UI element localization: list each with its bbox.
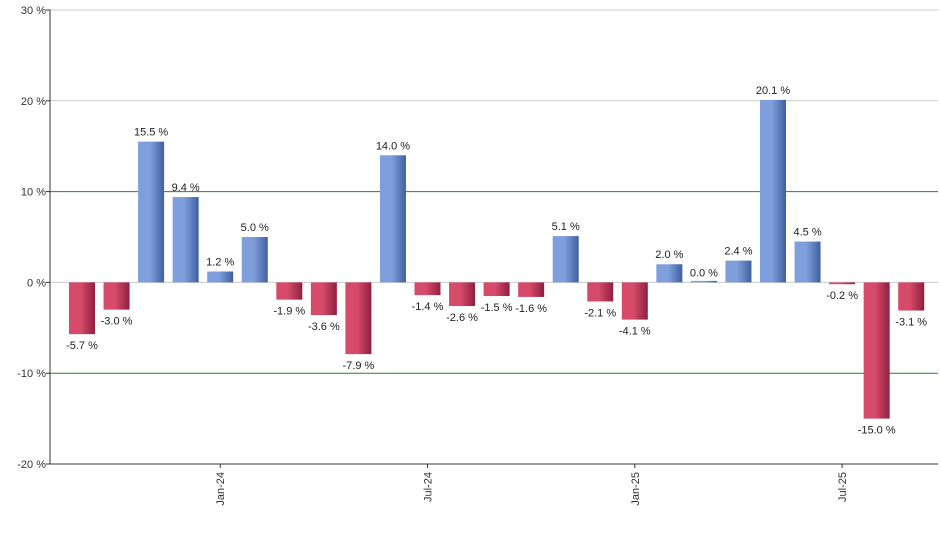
bar [414,282,441,296]
data-label: -7.9 % [343,360,375,372]
bar [690,280,717,283]
data-label: 2.4 % [724,246,752,258]
bar [345,282,372,355]
bar [276,282,303,300]
x-tick-label: Jul-25 [837,472,849,502]
data-label: -15.0 % [858,425,896,437]
y-tick-label: 20 % [21,96,46,108]
data-label: 0.0 % [690,267,718,279]
data-label: -1.4 % [412,301,444,313]
x-tick-label: Jan-25 [630,472,642,506]
data-label: -4.1 % [619,326,651,338]
y-tick-label: -10 % [17,368,46,380]
bar [241,237,268,283]
data-label: 2.0 % [655,249,683,261]
bar [138,141,165,283]
data-label: 5.0 % [241,222,269,234]
bar [621,282,648,320]
bar [794,241,821,283]
data-label: -1.6 % [515,303,547,315]
bar [863,282,890,419]
bar [172,197,199,283]
data-label: -0.2 % [826,290,858,302]
x-tick-label: Jul-24 [423,472,435,502]
bar [483,282,510,297]
y-tick-label: -20 % [17,459,46,471]
data-label: 14.0 % [376,140,410,152]
data-label: -1.5 % [481,302,513,314]
data-label: 20.1 % [756,85,790,97]
bar [656,264,683,283]
bar [449,282,476,307]
bar [760,99,786,283]
data-label: 4.5 % [793,227,821,239]
y-tick-label: 0 % [27,277,46,289]
data-label: 9.4 % [172,182,200,194]
data-labels: -5.7 %-3.0 %15.5 %9.4 %1.2 %5.0 %-1.9 %-… [66,85,927,437]
data-label: -3.6 % [308,321,340,333]
data-label: 1.2 % [206,257,234,269]
data-label: -2.6 % [446,312,478,324]
bar [310,282,337,316]
axes: -20 % -10 % 0 % 10 % 20 % 30 % Jan-24 Jul-24 Jan… [17,5,938,506]
y-tick-label: 30 % [21,5,46,17]
bar [898,282,925,311]
bar [829,282,856,285]
bar [69,282,95,335]
bar [207,271,234,283]
data-label: -3.0 % [101,316,133,328]
data-label: -3.1 % [895,317,927,329]
x-tick-label: Jan-24 [215,472,227,506]
bar [518,282,545,297]
bar [587,282,614,302]
data-label: 5.1 % [552,221,580,233]
data-label: -1.9 % [273,306,305,318]
bar [725,260,752,283]
bar [103,282,130,310]
bars [69,99,925,419]
bar [552,236,579,283]
data-label: -2.1 % [584,307,616,319]
y-tick-label: 10 % [21,187,46,199]
bar [379,155,406,283]
data-label: 15.5 % [134,127,168,139]
data-label: -5.7 % [66,340,98,352]
